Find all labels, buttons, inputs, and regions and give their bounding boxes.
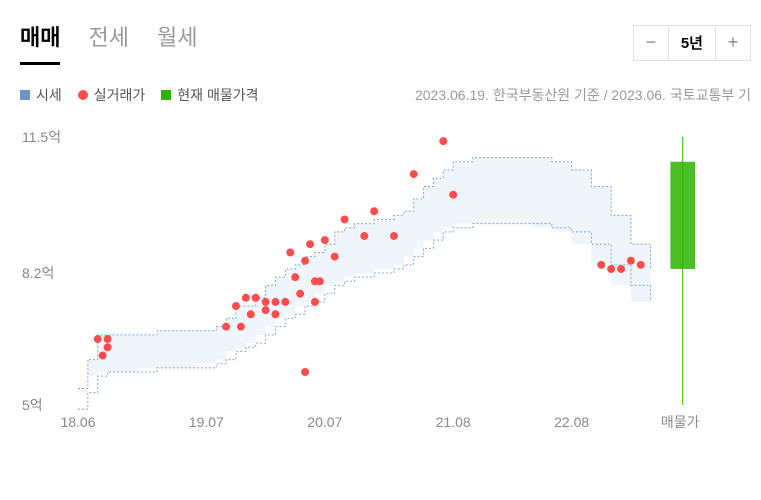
svg-text:11.5억: 11.5억 [22, 129, 61, 145]
svg-text:18.06: 18.06 [60, 414, 95, 430]
legend-label: 시세 [36, 85, 62, 105]
legend-item-current: 현재 매물가격 [161, 85, 258, 105]
svg-text:21.08: 21.08 [436, 414, 471, 430]
svg-text:매물가: 매물가 [661, 414, 700, 430]
svg-text:20.07: 20.07 [307, 414, 342, 430]
tab-sale[interactable]: 매매 [20, 20, 60, 65]
square-icon [161, 90, 171, 100]
legend-item-actual: 실거래가 [78, 85, 146, 105]
square-icon [20, 90, 30, 100]
svg-text:22.08: 22.08 [554, 414, 589, 430]
type-tabs: 매매 전세 월세 [20, 20, 197, 65]
legend: 시세 실거래가 현재 매물가격 [20, 85, 258, 105]
tab-jeonse[interactable]: 전세 [88, 20, 128, 65]
data-source-label: 2023.06.19. 한국부동산원 기준 / 2023.06. 국토교통부 기 [415, 85, 751, 105]
circle-icon [78, 90, 88, 100]
period-plus-button[interactable]: + [715, 25, 751, 61]
legend-label: 실거래가 [94, 85, 146, 105]
period-selector: − 5년 + [633, 25, 751, 61]
period-minus-button[interactable]: − [633, 25, 669, 61]
tab-monthly[interactable]: 월세 [157, 20, 197, 65]
svg-text:19.07: 19.07 [189, 414, 224, 430]
legend-item-price-range: 시세 [20, 85, 62, 105]
period-label: 5년 [669, 25, 715, 61]
svg-text:8.2억: 8.2억 [22, 265, 54, 281]
svg-text:5억: 5억 [22, 397, 43, 413]
price-chart[interactable]: 5억 8.2억 11.5억 18.06 19.07 20.07 21.08 22.08 매물가 [20, 125, 750, 435]
legend-label: 현재 매물가격 [177, 85, 258, 105]
